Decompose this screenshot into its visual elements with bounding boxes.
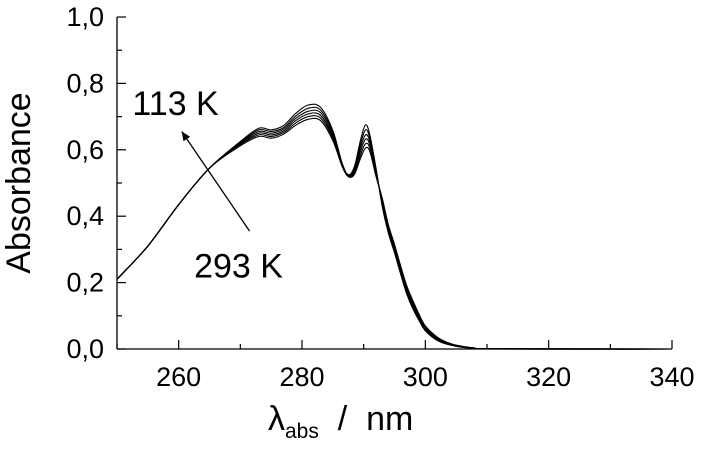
x-axis-title: λabs / nm	[268, 400, 413, 443]
series-line-5	[116, 117, 673, 350]
series-line-0	[116, 103, 673, 350]
axes: 0,0 0,2 0,4 0,6 0,8 1,0 260 280 300 320 340	[66, 2, 694, 392]
y-axis-title: Absorbance	[0, 92, 38, 273]
x-tick-label: 340	[649, 362, 694, 392]
x-tick-label: 320	[526, 362, 571, 392]
x-axis-title-subscript: abs	[285, 420, 319, 443]
series-line-3	[116, 112, 673, 350]
series-line-4	[116, 115, 673, 350]
annotation-293k: 293 K	[194, 248, 283, 286]
series-line-1	[116, 106, 673, 350]
svg-text:λabs / nm: λabs / nm	[268, 400, 413, 443]
x-tick-label: 280	[279, 362, 324, 392]
arrow-shaft	[181, 131, 251, 232]
arrow-head	[181, 131, 191, 142]
y-tick-label: 1,0	[66, 2, 104, 32]
annotations: 113 K 293 K	[132, 85, 283, 286]
x-tick-label: 260	[156, 362, 201, 392]
annotation-113k: 113 K	[132, 85, 219, 123]
y-tick-label: 0,4	[66, 201, 104, 231]
y-tick-label: 0,0	[66, 334, 104, 364]
series-group	[116, 103, 673, 350]
y-tick-label: 0,6	[66, 135, 104, 165]
x-axis-title-main: λ	[268, 400, 285, 438]
series-line-2	[116, 109, 673, 350]
y-tick-label: 0,2	[66, 268, 104, 298]
y-tick-label: 0,8	[66, 68, 104, 98]
x-tick-label: 300	[403, 362, 448, 392]
x-axis-title-unit: / nm	[319, 400, 413, 438]
